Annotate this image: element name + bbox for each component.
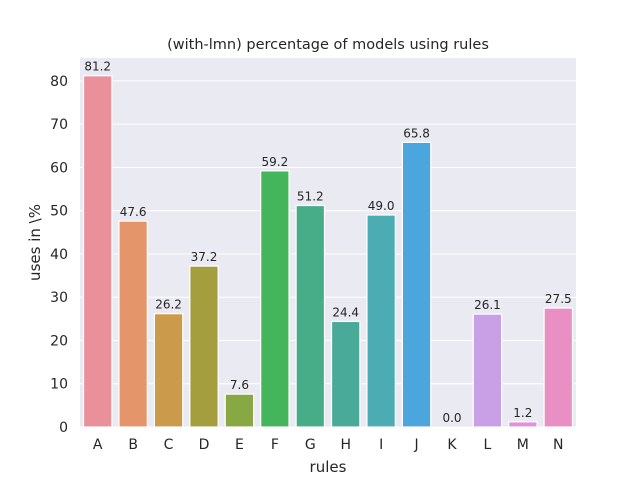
bar-B [118,220,148,428]
bar-value-label: 27.5 [545,292,572,306]
bar-D [189,265,219,428]
x-tick-label: E [235,437,244,453]
y-tick-label: 40 [50,247,68,263]
bar-value-label: 7.6 [230,378,249,392]
x-tick-label: C [164,437,174,453]
bar-value-label: 49.0 [368,199,395,213]
bar-value-label: 26.1 [474,298,501,312]
bar-F [260,170,290,428]
y-tick-label: 70 [50,117,68,133]
x-tick-label: K [447,437,457,453]
y-tick-label: 50 [50,204,68,220]
value-labels: 81.2 47.6 26.2 37.2 7.6 59.2 51.2 24.4 49.0 65.8 0… [84,60,571,425]
bar-value-label: 65.8 [403,126,430,140]
bar-value-label: 1.2 [513,406,532,420]
bar-I [366,214,396,428]
x-tick-label: B [128,437,138,453]
y-tick-label: 80 [50,74,68,90]
bar-value-label: 59.2 [261,155,288,169]
x-tick-label: J [414,437,419,453]
bar-M [508,421,538,428]
y-axis-title: uses in \% [26,204,44,281]
bar-value-label: 37.2 [191,250,218,264]
y-tick-label: 0 [59,420,68,436]
bar-A [82,75,113,428]
bar-value-label: 81.2 [84,60,111,74]
bar-N [543,307,574,428]
y-tick-labels: 0 10 20 30 40 50 60 70 80 [50,74,68,436]
bar-value-label: 0.0 [442,411,461,425]
x-tick-label: H [340,437,351,453]
bar-J [401,141,432,428]
y-tick-label: 20 [50,333,68,349]
x-tick-label: M [517,437,529,453]
x-axis-title: rules [310,458,347,476]
x-tick-label: D [199,437,210,453]
bar-G [295,204,326,428]
bar-H [330,320,361,428]
x-tick-labels: A B C D E F G H I J K L M N [93,437,564,453]
bar-E [224,393,255,428]
bar-value-label: 24.4 [332,305,359,319]
bar-value-label: 26.2 [155,298,182,312]
x-tick-label: F [271,437,279,453]
chart-title: (with-lmn) percentage of models using ru… [167,37,489,53]
y-tick-label: 10 [50,377,68,393]
y-tick-label: 60 [50,160,68,176]
bars [82,75,574,428]
x-tick-label: I [379,437,383,453]
y-tick-label: 30 [50,290,68,306]
x-tick-label: L [484,437,492,453]
x-tick-label: A [93,437,103,453]
bar-value-label: 47.6 [120,205,147,219]
x-tick-label: G [305,437,316,453]
bar-value-label: 51.2 [297,190,324,204]
bar-L [472,313,503,428]
x-tick-label: N [553,437,563,453]
bar-C [153,313,184,428]
